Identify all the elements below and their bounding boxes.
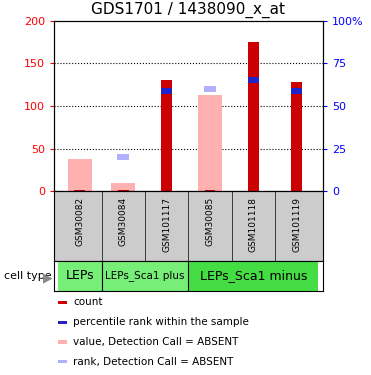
Bar	[75, 190, 85, 191]
Text: GSM30084: GSM30084	[119, 197, 128, 246]
Text: GSM101117: GSM101117	[162, 197, 171, 252]
Bar	[68, 159, 92, 191]
Text: GSM30082: GSM30082	[75, 197, 84, 246]
Text: count: count	[73, 297, 102, 307]
Bar	[248, 42, 259, 191]
Bar	[58, 321, 68, 324]
Bar	[198, 95, 222, 191]
Text: GSM30085: GSM30085	[206, 197, 214, 246]
Bar	[58, 360, 68, 363]
Bar	[102, 261, 188, 291]
Text: GSM101119: GSM101119	[292, 197, 301, 252]
Bar	[161, 88, 172, 94]
Text: GSM101118: GSM101118	[249, 197, 258, 252]
Text: ▶: ▶	[43, 271, 52, 284]
Bar	[248, 77, 259, 83]
Text: value, Detection Call = ABSENT: value, Detection Call = ABSENT	[73, 337, 238, 347]
Bar	[204, 86, 216, 92]
Text: LEPs_Sca1 minus: LEPs_Sca1 minus	[200, 269, 307, 282]
Bar	[188, 261, 318, 291]
Text: LEPs_Sca1 plus: LEPs_Sca1 plus	[105, 270, 185, 281]
Bar	[117, 154, 129, 160]
Bar	[58, 261, 102, 291]
Bar	[204, 190, 215, 191]
Bar	[118, 190, 129, 191]
Bar	[58, 340, 68, 344]
Text: percentile rank within the sample: percentile rank within the sample	[73, 317, 249, 327]
Bar	[291, 82, 302, 191]
Bar	[111, 183, 135, 191]
Bar	[291, 88, 302, 94]
Text: rank, Detection Call = ABSENT: rank, Detection Call = ABSENT	[73, 357, 233, 367]
Text: cell type: cell type	[4, 271, 51, 280]
Bar	[58, 301, 68, 304]
Bar	[161, 80, 172, 191]
Title: GDS1701 / 1438090_x_at: GDS1701 / 1438090_x_at	[91, 2, 285, 18]
Text: LEPs: LEPs	[66, 269, 94, 282]
